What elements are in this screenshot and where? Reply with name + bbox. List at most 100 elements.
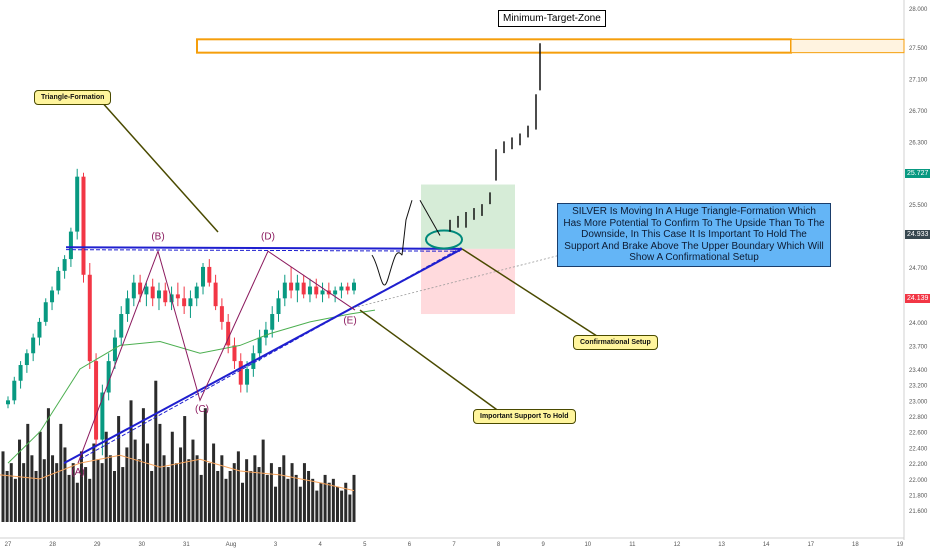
volume-bar	[323, 474, 327, 522]
candle-body	[345, 286, 350, 291]
x-tick-label: 30	[138, 542, 145, 548]
volume-bar	[187, 459, 191, 522]
candle-body	[188, 298, 193, 307]
volume-bar	[191, 439, 195, 522]
candle-body	[144, 286, 149, 295]
volume-bar	[174, 463, 178, 522]
wave-label: (C)	[195, 404, 209, 415]
candle-body	[257, 337, 262, 354]
x-tick-label: 14	[763, 542, 770, 548]
x-tick-label: 12	[674, 542, 681, 548]
candle-body	[68, 231, 73, 260]
volume-bar	[241, 482, 245, 522]
volume-bar	[274, 486, 278, 522]
y-tick-label: 27.100	[909, 78, 928, 84]
volume-bar	[34, 470, 38, 522]
volume-bar	[232, 463, 236, 522]
y-tick-label: 25.500	[909, 203, 928, 209]
volume-bar	[121, 467, 125, 522]
y-tick-label: 28.000	[909, 7, 928, 13]
y-tick-label: 24.000	[909, 321, 928, 327]
x-tick-label: 10	[584, 542, 591, 548]
candle-body	[339, 286, 344, 291]
wave-label: (A)	[71, 467, 84, 478]
x-tick-label: 9	[542, 542, 546, 548]
volume-bar	[46, 408, 50, 522]
candle-body	[182, 298, 187, 307]
volume-bar	[212, 443, 216, 522]
y-tick-label: 22.400	[909, 446, 928, 452]
target-zone-label: Minimum-Target-Zone	[498, 10, 606, 27]
volume-ma-line	[0, 454, 355, 492]
volume-bar	[228, 470, 232, 522]
candle-body	[175, 294, 180, 299]
candle-body	[276, 298, 281, 315]
volume-bar	[141, 408, 145, 522]
candle-body	[94, 361, 99, 440]
candle-body	[320, 290, 325, 295]
volume-bar	[88, 478, 92, 522]
volume-bar	[249, 470, 253, 522]
candle-body	[119, 314, 124, 338]
volume-bar	[79, 451, 83, 522]
volume-bar	[129, 400, 133, 522]
volume-bar	[298, 486, 302, 522]
confirmational-setup-callout: Confirmational Setup	[573, 335, 658, 350]
volume-bar	[236, 451, 240, 522]
volume-bar	[307, 470, 311, 522]
candle-body	[56, 270, 61, 291]
x-tick-label: 29	[94, 542, 101, 548]
volume-bar	[13, 478, 17, 522]
y-tick-label: 23.000	[909, 399, 928, 405]
y-tick-label: 26.300	[909, 140, 928, 146]
candle-body	[163, 290, 168, 303]
volume-bar	[265, 474, 269, 522]
volume-bar	[59, 423, 63, 522]
x-tick-label: 13	[718, 542, 725, 548]
candle-body	[194, 286, 199, 299]
volume-bar	[63, 447, 67, 522]
projected-path-1	[371, 252, 403, 286]
candle-body	[207, 266, 212, 283]
x-tick-label: 8	[497, 542, 501, 548]
volume-bar	[340, 490, 344, 522]
candle-body	[50, 290, 55, 303]
volume-bar	[26, 423, 30, 522]
volume-bar	[84, 467, 88, 522]
volume-bar	[352, 474, 356, 522]
volume-bar	[162, 455, 166, 522]
volume-bar	[294, 474, 298, 522]
volume-bar	[224, 478, 228, 522]
y-tick-label: 22.000	[909, 478, 928, 484]
triangle-lower-dashed	[79, 246, 463, 460]
volume-bar	[51, 455, 55, 522]
y-tick-label: 22.600	[909, 431, 928, 437]
volume-bar	[92, 443, 96, 522]
candle-body	[201, 266, 206, 287]
target-zone-box	[196, 38, 792, 54]
volume-bar	[112, 470, 116, 522]
candle-body	[125, 298, 130, 315]
volume-bar	[315, 490, 319, 522]
moving-average-line	[7, 309, 376, 464]
volume-bar	[170, 431, 174, 522]
triangle-upper-line	[65, 246, 463, 250]
y-tick-label: 26.700	[909, 109, 928, 115]
volume-bar	[1, 451, 5, 522]
volume-bar	[269, 463, 273, 522]
x-tick-label: 11	[629, 542, 636, 548]
candle-body	[150, 286, 155, 299]
candle-body	[245, 368, 250, 385]
volume-bar	[311, 478, 315, 522]
candle-body	[263, 329, 268, 338]
breakout-ellipse	[425, 229, 463, 250]
y-tick-label: 22.800	[909, 415, 928, 421]
candle-body	[314, 286, 319, 295]
candle-body	[100, 392, 105, 440]
volume-bar	[253, 455, 257, 522]
wave-path	[77, 249, 356, 464]
volume-bar	[71, 463, 75, 522]
candle-body	[232, 345, 237, 362]
